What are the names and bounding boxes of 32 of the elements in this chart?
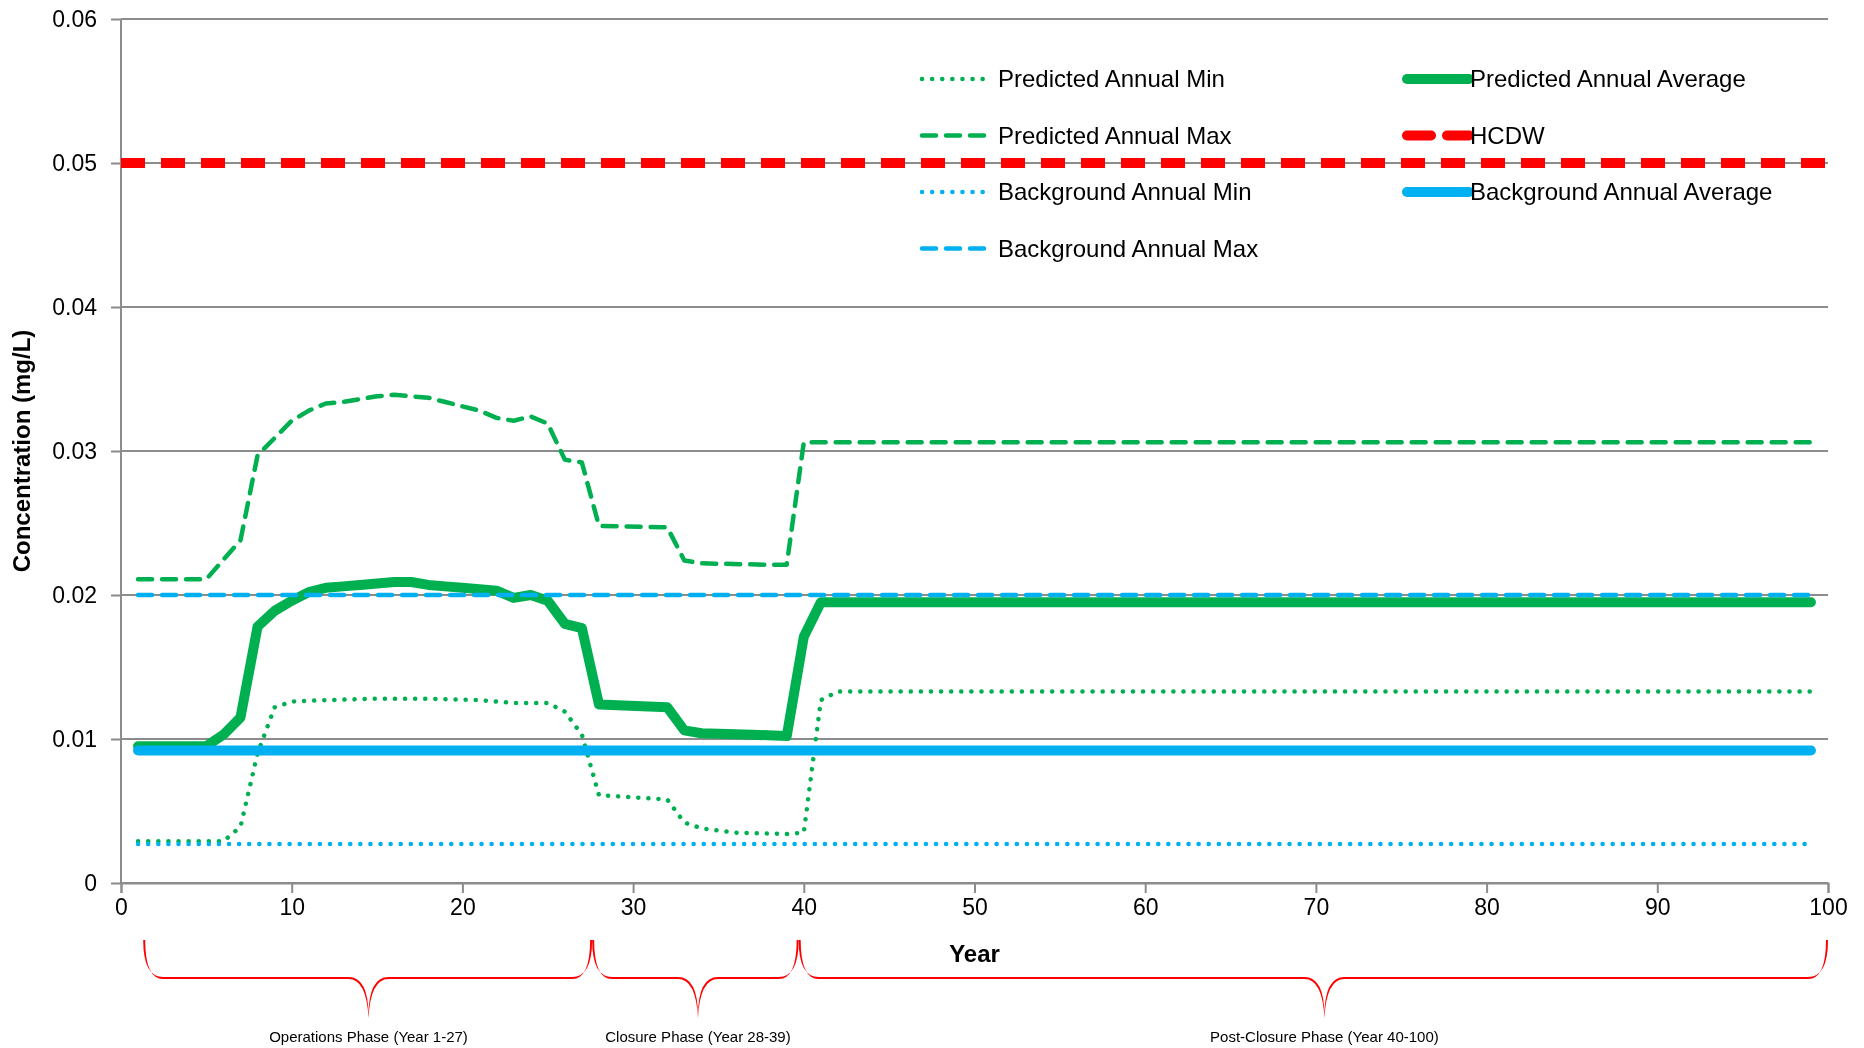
x-tick-label: 40 (791, 894, 818, 921)
x-tick-label: 50 (962, 894, 988, 921)
legend-label: Predicted Annual Min (998, 65, 1225, 92)
x-tick-label: 20 (450, 894, 476, 921)
y-tick-label: 0.03 (52, 437, 97, 464)
y-tick-label: 0.01 (52, 725, 97, 752)
legend-label: Background Annual Min (998, 178, 1252, 205)
y-tick-label: 0.02 (52, 581, 97, 608)
text: Post-Closure Phase (Year 40-100) (1210, 1028, 1439, 1045)
x-tick-label: 60 (1132, 894, 1159, 921)
x-tick-label: 90 (1645, 894, 1671, 921)
x-tick-label: 70 (1303, 894, 1330, 921)
y-tick-label: 0.06 (52, 5, 97, 32)
line-series (135, 392, 1814, 582)
legend-label: Predicted Annual Average (1470, 65, 1746, 92)
x-tick-label: 100 (1809, 894, 1848, 921)
x-tick-label: 80 (1474, 894, 1500, 921)
y-axis-title: Concentration (mg/L) (8, 329, 35, 573)
legend-label: Predicted Annual Max (998, 121, 1232, 149)
y-tick-label: 0.04 (52, 293, 98, 320)
text: Operations Phase (Year 1-27) (269, 1028, 468, 1045)
x-tick-label: 0 (115, 894, 128, 921)
x-axis-title: Year (949, 940, 1000, 967)
line-series (135, 689, 1814, 844)
x-tick-label: 30 (620, 894, 647, 921)
legend-label: Background Annual Average (1470, 178, 1773, 205)
y-tick-label: 0.05 (52, 149, 97, 176)
y-tick-label: 0 (84, 869, 97, 896)
legend-label: HCDW (1470, 121, 1545, 149)
x-tick-label: 10 (279, 894, 305, 921)
legend-label: Background Annual Max (998, 234, 1259, 262)
text: Closure Phase (Year 28-39) (605, 1028, 791, 1045)
